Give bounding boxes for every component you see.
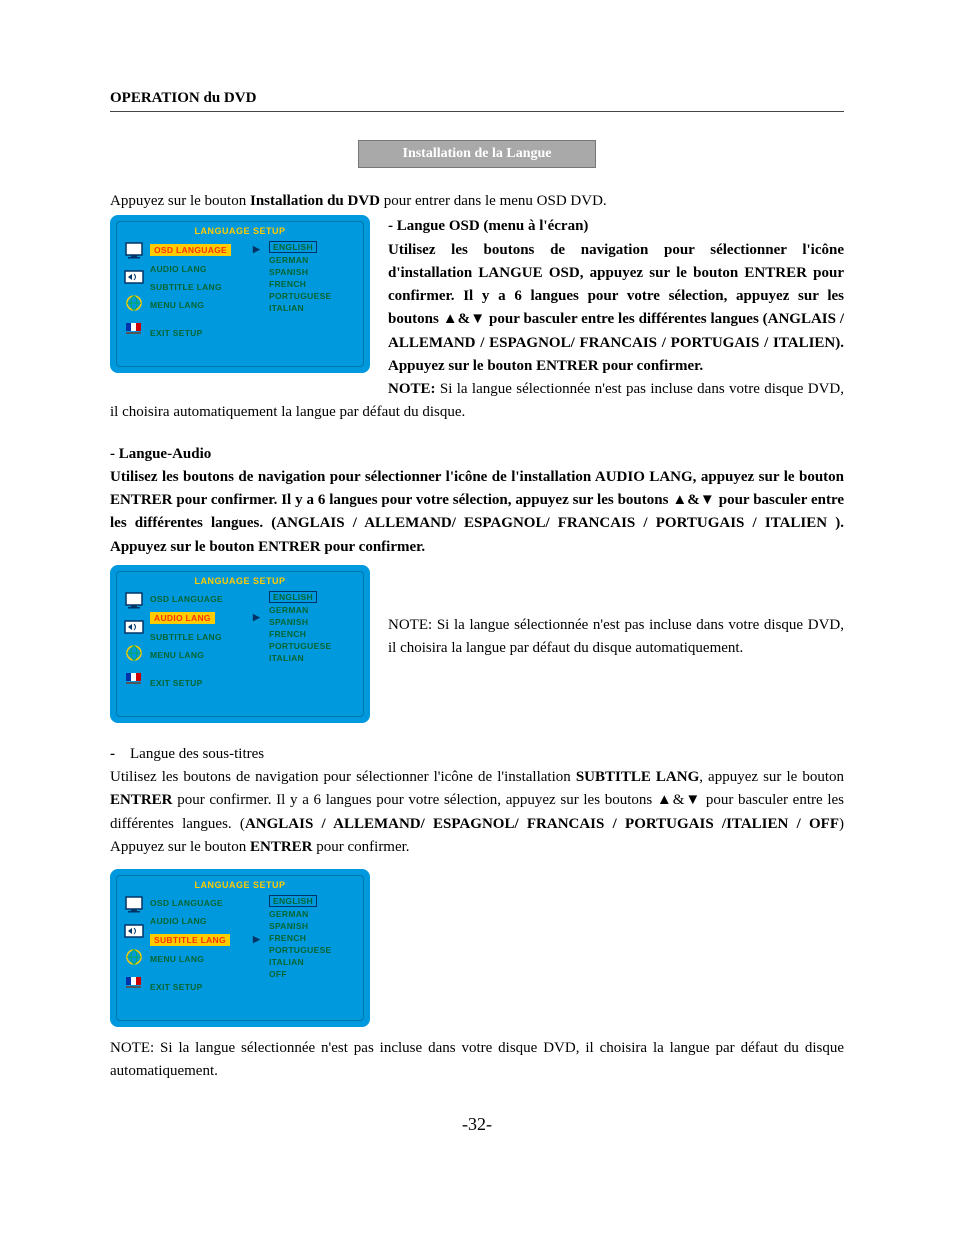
flag-icon [124,670,144,688]
speaker-icon [124,922,144,940]
sec2-body: Utilisez les boutons de navigation pour … [110,466,844,559]
menu-item-subtitle-lang[interactable]: SUBTITLE LANG [150,934,230,946]
osd-menu-list: OSD LANGUAGE AUDIO LANG SUBTITLE LANG ME… [147,240,253,342]
lang-option-portuguese[interactable]: PORTUGUESE [267,640,334,652]
menu-item-exit[interactable]: EXIT SETUP [147,978,253,996]
lang-option-italian[interactable]: ITALIAN [267,652,334,664]
lang-option-french[interactable]: FRENCH [267,932,334,944]
t: , appuyez sur le bouton [699,769,844,785]
sec3-note: NOTE: Si la langue sélectionnée n'est pa… [110,1037,844,1084]
lang-option-german[interactable]: GERMAN [267,254,334,266]
t-bold: ENTRER [110,792,173,808]
osd-icon-column [121,240,147,342]
monitor-icon [124,896,144,914]
lang-option-german[interactable]: GERMAN [267,604,334,616]
monitor-icon [124,242,144,260]
globe-icon [124,948,144,966]
note-label: NOTE: [388,381,436,397]
globe-icon [124,294,144,312]
menu-item-subtitle-lang[interactable]: SUBTITLE LANG [147,628,253,646]
intro-post: pour entrer dans le menu OSD DVD. [380,193,607,209]
speaker-icon [124,618,144,636]
bullet-dash: - [110,746,115,762]
arrow-column-3: ▶ [253,894,267,996]
t: Utilisez les boutons de navigation pour … [110,769,576,785]
t-bold: ENTRER [250,839,313,855]
osd-panel-title: LANGUAGE SETUP [121,226,359,236]
sec1-note: NOTE: Si la langue sélectionnée n'est pa… [110,378,844,425]
page-number: -32- [110,1114,844,1135]
lang-option-off[interactable]: OFF [267,968,334,980]
arrow-column: ▶ [253,240,267,342]
osd-panel-subtitle-lang: LANGUAGE SETUP OSD LANGUAGE AUDIO LANG S… [110,869,844,1027]
section-banner: Installation de la Langue [358,140,597,168]
triangle-right-icon: ▶ [253,894,267,945]
osd-panel-title-3: LANGUAGE SETUP [121,880,359,890]
osd-menu-list-2: OSD LANGUAGE AUDIO LANG SUBTITLE LANG ME… [147,590,253,692]
menu-item-exit[interactable]: EXIT SETUP [147,324,253,342]
menu-item-audio-lang[interactable]: AUDIO LANG [147,260,253,278]
lang-option-french[interactable]: FRENCH [267,278,334,290]
triangle-right-icon: ▶ [253,240,267,255]
page-header: OPERATION du DVD [110,90,844,112]
speaker-icon [124,268,144,286]
lang-option-portuguese[interactable]: PORTUGUESE [267,290,334,302]
osd-menu-list-3: OSD LANGUAGE AUDIO LANG SUBTITLE LANG ME… [147,894,253,996]
t: pour confirmer. [313,839,410,855]
note-text: Si la langue sélectionnée n'est pas incl… [110,381,844,420]
sec3-title: Langue des sous-titres [130,746,264,762]
flag-icon [124,320,144,338]
lang-option-english[interactable]: ENGLISH [269,241,317,253]
osd-panel-osd-lang: LANGUAGE SETUP OSD LANGUAGE AUDIO LANG S… [110,215,370,373]
menu-item-exit[interactable]: EXIT SETUP [147,674,253,692]
triangle-right-icon: ▶ [253,590,267,623]
sec2-title: - Langue-Audio [110,443,844,466]
arrow-column-2: ▶ [253,590,267,692]
menu-item-osd-language[interactable]: OSD LANGUAGE [147,894,253,912]
lang-option-german[interactable]: GERMAN [267,908,334,920]
intro-pre: Appuyez sur le bouton [110,193,250,209]
osd-panel-title-2: LANGUAGE SETUP [121,576,359,586]
sec3-title-line: - Langue des sous-titres [110,743,844,766]
menu-item-menu-lang[interactable]: MENU LANG [147,646,253,664]
menu-item-osd-language[interactable]: OSD LANGUAGE [150,244,231,256]
osd-icon-column-2 [121,590,147,692]
menu-item-menu-lang[interactable]: MENU LANG [147,296,253,314]
menu-item-audio-lang[interactable]: AUDIO LANG [150,612,215,624]
osd-icon-column-3 [121,894,147,996]
lang-option-french[interactable]: FRENCH [267,628,334,640]
intro-bold: Installation du DVD [250,193,380,209]
lang-option-italian[interactable]: ITALIAN [267,956,334,968]
menu-item-osd-language[interactable]: OSD LANGUAGE [147,590,253,608]
lang-option-english[interactable]: ENGLISH [269,895,317,907]
globe-icon [124,644,144,662]
menu-item-menu-lang[interactable]: MENU LANG [147,950,253,968]
lang-option-spanish[interactable]: SPANISH [267,616,334,628]
lang-option-spanish[interactable]: SPANISH [267,266,334,278]
osd-panel-audio-lang: LANGUAGE SETUP OSD LANGUAGE AUDIO LANG S… [110,565,370,723]
language-options-3: ENGLISH GERMAN SPANISH FRENCH PORTUGUESE… [267,894,334,996]
menu-item-subtitle-lang[interactable]: SUBTITLE LANG [147,278,253,296]
sec3-body: Utilisez les boutons de navigation pour … [110,766,844,859]
t-bold: SUBTITLE LANG [576,769,699,785]
language-options: ENGLISH GERMAN SPANISH FRENCH PORTUGUESE… [267,240,334,342]
menu-item-audio-lang[interactable]: AUDIO LANG [147,912,253,930]
lang-option-italian[interactable]: ITALIAN [267,302,334,314]
lang-option-spanish[interactable]: SPANISH [267,920,334,932]
intro-line: Appuyez sur le bouton Installation du DV… [110,190,844,213]
lang-option-portuguese[interactable]: PORTUGUESE [267,944,334,956]
t-bold: ANGLAIS / ALLEMAND/ ESPAGNOL/ FRANCAIS /… [245,816,839,832]
lang-option-english[interactable]: ENGLISH [269,591,317,603]
language-options-2: ENGLISH GERMAN SPANISH FRENCH PORTUGUESE… [267,590,334,692]
flag-icon [124,974,144,992]
monitor-icon [124,592,144,610]
